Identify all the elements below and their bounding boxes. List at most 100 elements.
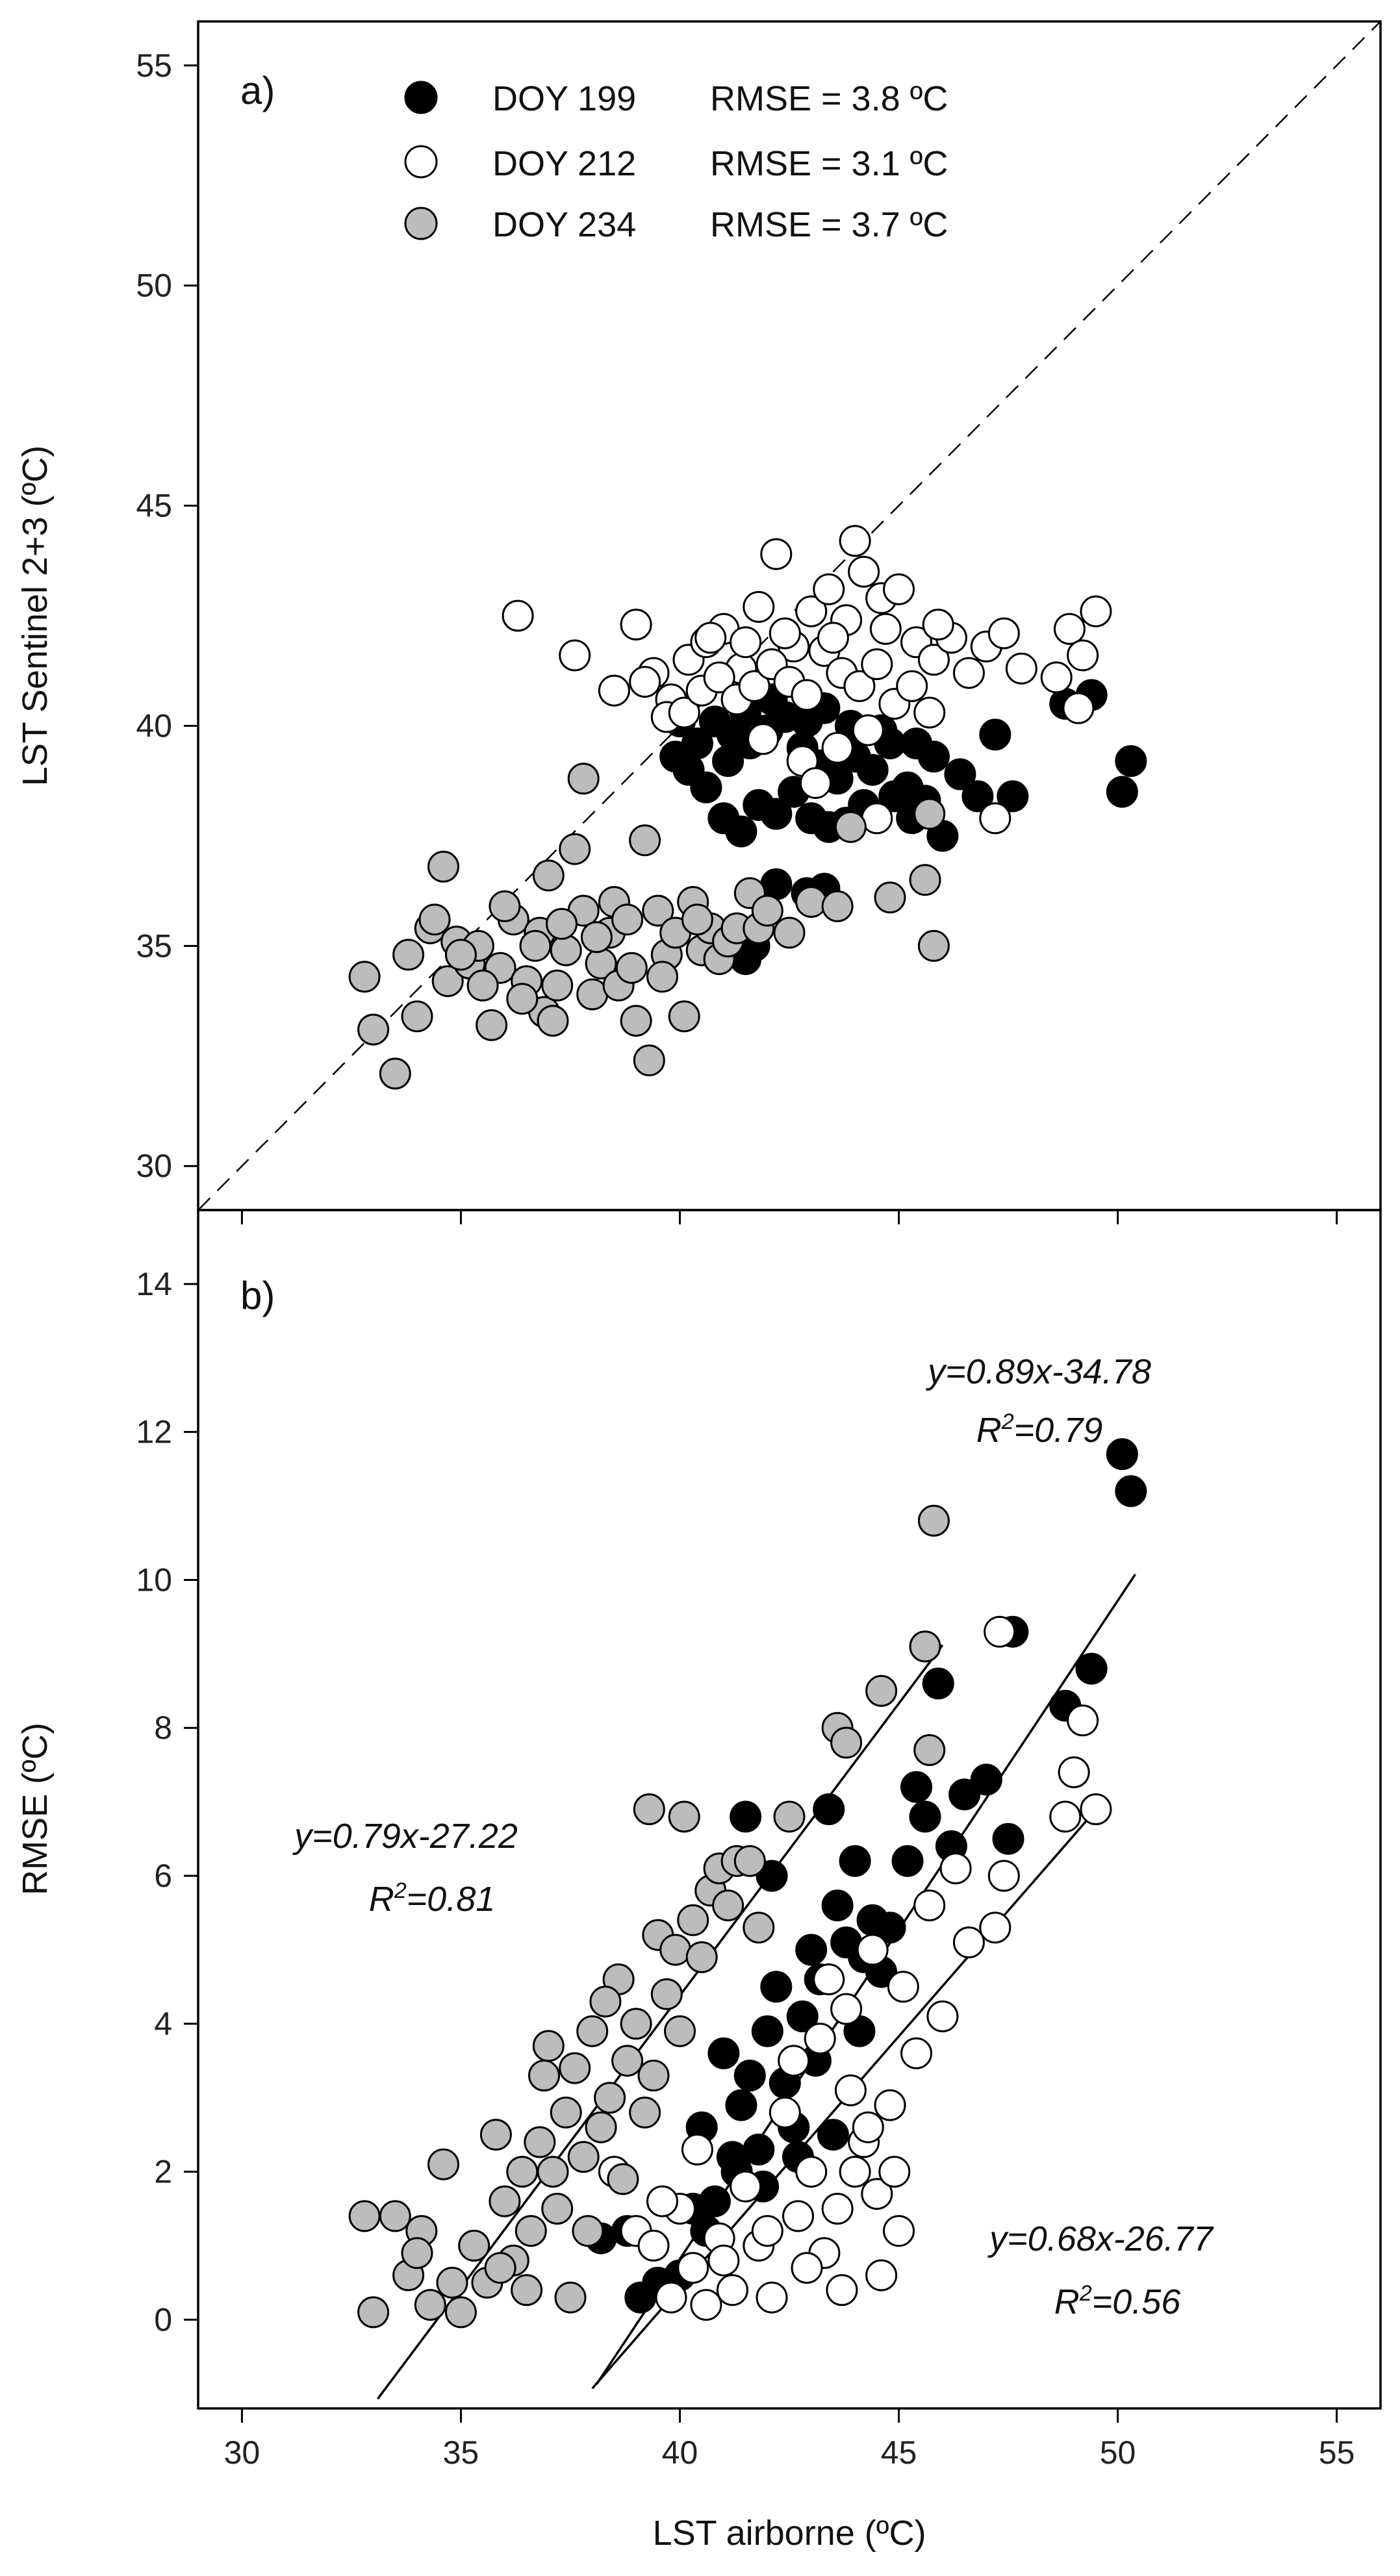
- point-b-1-36: [839, 2156, 871, 2188]
- point-b-0-10: [725, 2089, 757, 2121]
- point-b-2-14: [506, 2156, 539, 2188]
- point-a-1-60: [869, 612, 902, 645]
- point-a-2-30: [633, 1044, 665, 1077]
- point-b-2-40: [733, 1845, 766, 1877]
- point-a-1-3: [620, 609, 652, 641]
- point-b-2-6: [427, 2148, 459, 2180]
- point-b-2-33: [668, 1800, 700, 1833]
- point-b-1-5: [677, 2252, 709, 2284]
- point-b-1-14: [795, 2156, 828, 2188]
- point-b-2-45: [865, 1674, 898, 1707]
- series-b-doy212: [598, 1615, 1112, 2321]
- point-a-2-47: [874, 881, 906, 914]
- r2-doy199: R2=0.79: [976, 1409, 1103, 1450]
- point-a-1-26: [1005, 652, 1037, 685]
- point-b-2-38: [712, 1889, 745, 1922]
- point-b-2-20: [559, 2052, 591, 2084]
- point-a-0-50: [878, 780, 911, 813]
- point-a-1-49: [913, 696, 946, 729]
- equation-doy212: y=0.68x-26.77: [987, 2219, 1214, 2258]
- point-a-1-54: [799, 767, 832, 800]
- y-tick-label-a-35: 35: [136, 928, 172, 964]
- point-b-1-49: [856, 1934, 889, 1966]
- regression-line-doy199: [595, 1573, 1136, 2385]
- y-tick-label-b-12: 12: [136, 1414, 172, 1450]
- one-to-one-dashed-line: [198, 21, 1381, 1210]
- point-b-2-1: [357, 2296, 390, 2329]
- point-b-1-8: [716, 2274, 748, 2306]
- point-a-1-10: [743, 590, 775, 623]
- point-a-0-27: [760, 798, 793, 830]
- point-a-0-20: [1106, 776, 1138, 808]
- point-a-1-57: [730, 626, 762, 659]
- point-b-1-39: [707, 2244, 740, 2277]
- point-b-2-22: [576, 2015, 609, 2047]
- x-tick-label-b-55: 55: [1319, 2434, 1355, 2471]
- point-b-2-21: [567, 2141, 600, 2173]
- point-a-2-44: [773, 916, 806, 949]
- point-a-2-29: [629, 824, 661, 857]
- point-b-1-40: [751, 2215, 783, 2247]
- point-a-1-11: [760, 538, 793, 570]
- point-a-2-43: [751, 894, 783, 927]
- point-a-1-51: [821, 731, 854, 764]
- point-b-2-58: [589, 1986, 622, 2018]
- point-b-2-18: [541, 2193, 574, 2225]
- point-b-1-42: [826, 2274, 858, 2306]
- point-b-2-35: [685, 1941, 718, 1973]
- point-b-2-29: [633, 1793, 665, 1825]
- point-a-1-48: [896, 670, 928, 702]
- point-b-0-28: [891, 1845, 924, 1877]
- point-b-2-49: [511, 2274, 543, 2306]
- point-a-2-51: [834, 811, 867, 843]
- point-b-2-51: [607, 2163, 639, 2195]
- point-b-0-17: [786, 2000, 819, 2032]
- point-a-2-52: [567, 763, 600, 795]
- point-b-2-9: [458, 2229, 490, 2262]
- point-b-2-2: [379, 2200, 411, 2232]
- point-b-2-50: [554, 2281, 587, 2314]
- point-a-2-4: [401, 1000, 433, 1033]
- point-b-1-44: [878, 2156, 911, 2188]
- point-a-1-32: [1040, 661, 1073, 694]
- point-b-1-29: [984, 1615, 1016, 1648]
- point-b-1-32: [1067, 1704, 1099, 1737]
- point-b-2-11: [479, 2119, 512, 2151]
- point-b-0-18: [795, 1934, 828, 1966]
- point-a-2-60: [681, 903, 713, 936]
- point-b-0-41: [730, 1800, 762, 1833]
- point-b-1-11: [756, 2281, 788, 2314]
- point-a-2-11: [476, 1009, 508, 1041]
- point-b-1-26: [952, 1926, 985, 1958]
- series-a-doy212: [502, 525, 1112, 835]
- x-tick-label-b-40: 40: [662, 2434, 698, 2471]
- point-b-0-21: [821, 1889, 854, 1922]
- point-a-0-34: [672, 753, 705, 786]
- point-b-0-40: [1115, 1475, 1147, 1508]
- point-b-2-16: [524, 2126, 556, 2158]
- point-b-1-34: [804, 2023, 836, 2055]
- point-a-2-2: [379, 1057, 411, 1090]
- point-b-1-46: [646, 2185, 678, 2217]
- point-b-1-22: [900, 2037, 932, 2069]
- point-b-1-45: [681, 2133, 713, 2166]
- point-a-2-20: [559, 833, 591, 865]
- point-b-1-13: [782, 2200, 814, 2232]
- point-b-2-5: [414, 2289, 446, 2321]
- point-b-1-17: [834, 2074, 867, 2106]
- point-b-2-32: [659, 1934, 692, 1966]
- point-a-1-14: [813, 573, 845, 605]
- y-tick-label-b-6: 6: [154, 1858, 172, 1894]
- point-b-0-13: [751, 2015, 783, 2047]
- equation-doy199: y=0.89x-34.78: [925, 1352, 1151, 1391]
- point-a-1-31: [1062, 692, 1095, 724]
- x-tick-label-b-45: 45: [881, 2434, 917, 2471]
- point-b-1-9: [730, 2170, 762, 2203]
- point-b-0-30: [909, 1800, 941, 1833]
- point-a-1-25: [987, 617, 1020, 650]
- equation-doy234: y=0.79x-27.22: [292, 1817, 518, 1856]
- legend-marker-doy212: [404, 145, 438, 179]
- point-a-2-17: [532, 859, 565, 892]
- legend-rmse-doy212: RMSE = 3.1 ºC: [710, 144, 948, 183]
